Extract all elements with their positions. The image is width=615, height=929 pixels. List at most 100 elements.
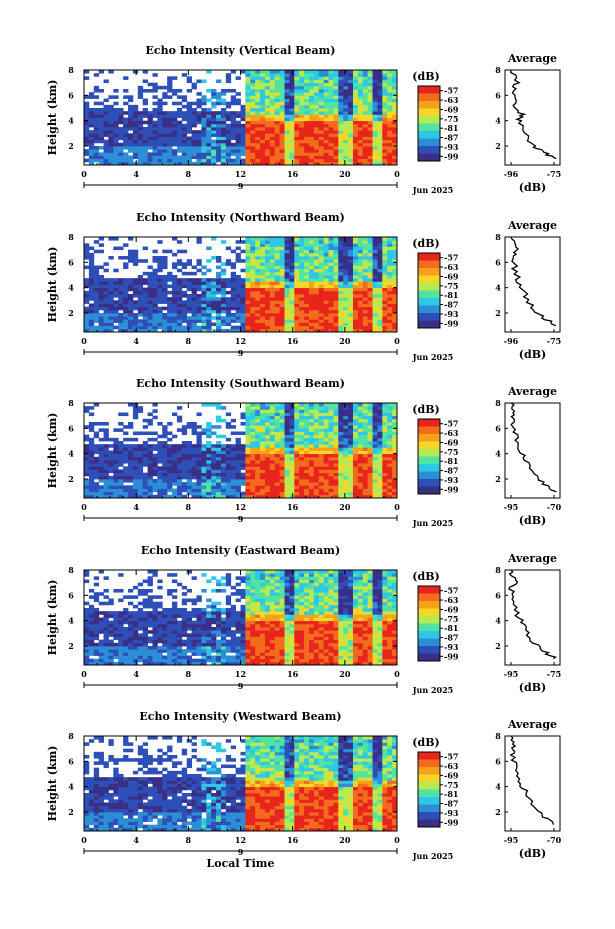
- y-tick-label: 4: [68, 782, 74, 792]
- y-axis-label: Height (km): [46, 80, 59, 156]
- colorbar-label: -63: [444, 95, 459, 105]
- average-profile-line: [509, 735, 555, 825]
- y-axis-label: Height (km): [46, 413, 59, 489]
- y-tick-label: 4: [68, 616, 74, 626]
- x-tick-label: 0: [394, 502, 400, 512]
- colorbar-label: -99: [444, 817, 459, 827]
- panel-3: Echo Intensity (Southward Beam) 2 4 6 8 Heigh…: [46, 377, 562, 528]
- average-title: Average: [507, 219, 557, 232]
- average-profile-line: [510, 69, 557, 160]
- average-x-tick-label: -96: [504, 336, 519, 346]
- x-tick-label: 0: [394, 835, 400, 845]
- colorbar-frame: [417, 418, 441, 495]
- average-profile-line: [510, 402, 557, 493]
- average-y-tick-label: 2: [495, 807, 501, 817]
- y-tick-label: 2: [68, 807, 74, 817]
- colorbar-swatch: [418, 616, 440, 624]
- colorbar-frame: [417, 585, 441, 662]
- colorbar-label: -69: [444, 437, 459, 447]
- average-title: Average: [507, 52, 557, 65]
- average-y-tick-label: 4: [495, 449, 501, 459]
- colorbar-label: -87: [444, 300, 458, 310]
- x-tick-label: 20: [339, 669, 351, 679]
- colorbar-label: -93: [444, 808, 459, 818]
- date-tick-label: 9: [238, 181, 244, 191]
- average-title: Average: [507, 552, 557, 565]
- colorbar-label: -75: [444, 780, 458, 790]
- average-x-tick-label: -96: [504, 169, 519, 179]
- average-y-tick-label: 8: [495, 565, 501, 575]
- date-tick-label: 9: [238, 847, 244, 857]
- panel-4: Echo Intensity (Eastward Beam) 2 4 6 8 Height…: [46, 544, 561, 695]
- y-tick-label: 8: [68, 731, 74, 741]
- colorbar-swatch: [418, 586, 440, 594]
- colorbar-unit: (dB): [412, 403, 439, 416]
- x-tick-label: 16: [287, 336, 299, 346]
- panel-2: Echo Intensity (Northward Beam) 2 4 6 8 Heigh…: [46, 211, 561, 362]
- colorbar-swatch: [418, 116, 440, 124]
- colorbar-swatch: [418, 608, 440, 617]
- average-x-label: (dB): [519, 514, 546, 527]
- date-tick-label: 9: [238, 681, 244, 691]
- x-tick-label: 0: [81, 669, 87, 679]
- average-x-tick-label: -95: [504, 502, 518, 512]
- x-tick-label: 8: [186, 669, 192, 679]
- average-frame: [504, 735, 561, 832]
- colorbar-label: -63: [444, 595, 459, 605]
- colorbar-label: -75: [444, 281, 458, 291]
- x-tick-label: 8: [186, 336, 192, 346]
- colorbar-label: -69: [444, 104, 459, 114]
- x-tick-label: 12: [235, 169, 246, 179]
- colorbar-swatch: [418, 441, 440, 450]
- colorbar-swatch: [418, 623, 440, 632]
- colorbar-swatch: [418, 305, 440, 314]
- x-tick-label: 0: [81, 835, 87, 845]
- date-label: Jun 2025: [412, 685, 453, 695]
- average-x-label: (dB): [519, 847, 546, 860]
- colorbar-swatch: [418, 593, 440, 602]
- colorbar-swatch: [418, 752, 440, 760]
- colorbar-label: -93: [444, 475, 459, 485]
- y-tick-label: 8: [68, 232, 74, 242]
- average-x-tick-label: -95: [504, 835, 518, 845]
- x-tick-label: 0: [81, 336, 87, 346]
- colorbar-label: -57: [444, 253, 458, 263]
- y-axis-label: Height (km): [46, 580, 59, 656]
- panel-title: Echo Intensity (Northward Beam): [136, 211, 345, 224]
- colorbar-swatch: [418, 464, 440, 472]
- colorbar-swatch: [418, 646, 440, 654]
- colorbar-label: -93: [444, 642, 459, 652]
- colorbar-label: -81: [444, 290, 458, 300]
- colorbar-label: -99: [444, 484, 459, 494]
- colorbar-swatch: [418, 479, 440, 487]
- y-tick-label: 4: [68, 283, 74, 293]
- colorbar-swatch: [418, 486, 440, 495]
- average-x-tick-label: -70: [547, 502, 562, 512]
- colorbar-label: -87: [444, 633, 458, 643]
- average-y-tick-label: 6: [495, 423, 501, 433]
- colorbar-swatch: [418, 313, 440, 321]
- y-tick-label: 6: [68, 756, 74, 766]
- date-label: Jun 2025: [412, 851, 453, 861]
- y-tick-label: 6: [68, 257, 74, 267]
- colorbar-label: -57: [444, 86, 458, 96]
- colorbar-swatch: [418, 653, 440, 662]
- average-title: Average: [507, 718, 557, 731]
- colorbar-swatch: [418, 449, 440, 457]
- x-tick-label: 0: [394, 669, 400, 679]
- heatmap: [84, 570, 398, 666]
- colorbar-swatch: [418, 804, 440, 813]
- panel-1: Echo Intensity (Vertical Beam) 2 4 6 8 Height…: [46, 44, 561, 195]
- x-tick-label: 16: [287, 669, 299, 679]
- x-tick-label: 4: [133, 502, 139, 512]
- x-tick-label: 8: [186, 169, 192, 179]
- x-tick-label: 0: [394, 169, 400, 179]
- colorbar-swatch: [418, 797, 440, 805]
- x-axis-label: Local Time: [207, 857, 275, 870]
- colorbar-label: -63: [444, 262, 459, 272]
- heatmap: [84, 237, 398, 333]
- colorbar-label: -75: [444, 114, 458, 124]
- colorbar-frame: [417, 85, 441, 162]
- colorbar-swatch: [418, 283, 440, 291]
